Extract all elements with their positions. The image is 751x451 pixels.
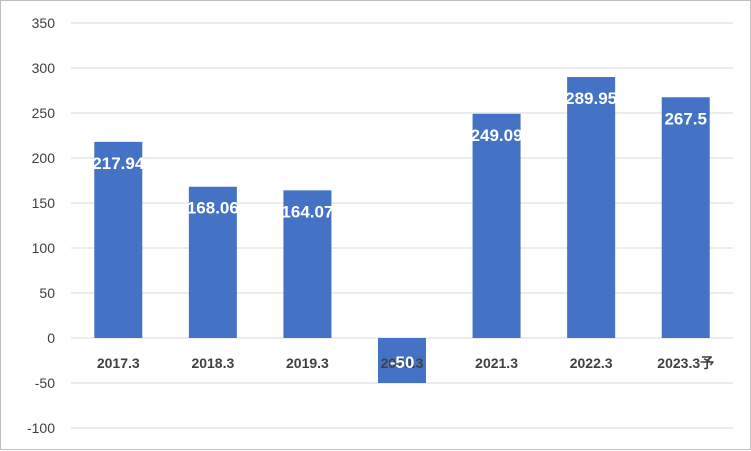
y-tick-label: 100 [32,240,56,256]
bar [472,113,521,338]
data-label: 164.07 [281,202,333,221]
y-tick-label: 250 [32,105,56,121]
data-label: 217.94 [92,154,145,173]
data-label: -50 [390,353,415,372]
data-label: 289.95 [565,89,617,108]
data-label: 267.5 [664,109,707,128]
x-tick-label: 2017.3 [97,355,140,371]
bar [188,186,237,338]
y-tick-label: 200 [32,150,56,166]
x-tick-label: 2018.3 [191,355,234,371]
y-tick-label: 50 [39,285,55,301]
y-tick-label: 0 [47,330,55,346]
y-tick-label: 150 [32,195,56,211]
bar [378,338,426,383]
bar [661,97,710,338]
y-tick-label: -50 [35,375,55,391]
data-label: 168.06 [187,199,239,218]
x-tick-label: 2022.3 [570,355,613,371]
x-tick-label: 2020.3 [381,355,424,371]
y-tick-label: 350 [32,15,56,31]
data-label: 249.09 [471,126,523,145]
bar [94,141,143,338]
y-tick-label: -100 [27,420,55,436]
x-tick-label: 2023.3予 [657,355,714,371]
x-tick-label: 2021.3 [475,355,518,371]
bar [283,190,332,338]
x-tick-label: 2019.3 [286,355,329,371]
y-tick-label: 300 [32,60,56,76]
bar [567,77,616,339]
